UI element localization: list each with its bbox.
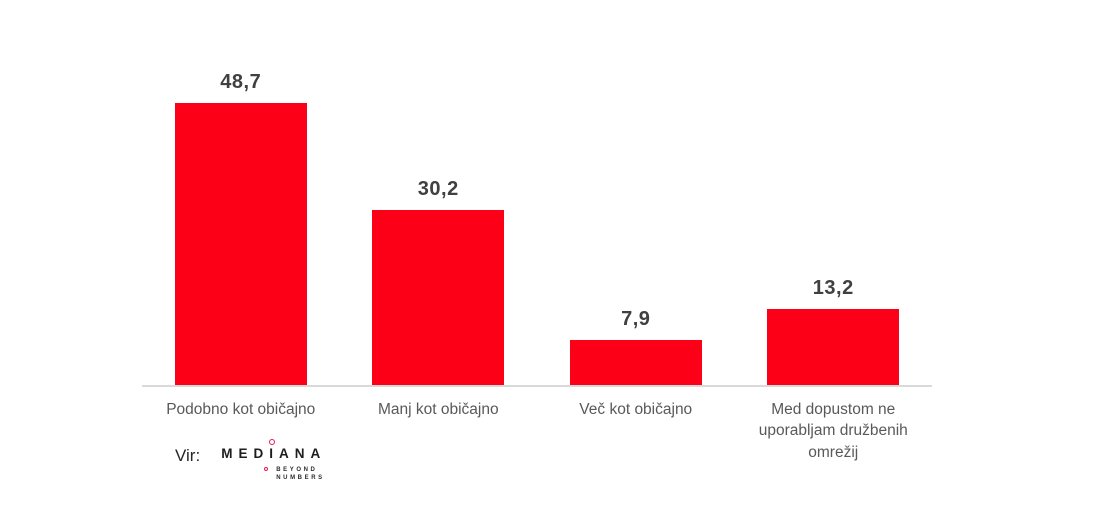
tagline-line-1: BEYOND bbox=[276, 466, 318, 473]
bar-value-label: 30,2 bbox=[417, 178, 459, 201]
bar-1 bbox=[174, 102, 307, 386]
wordmark-letter-i: I bbox=[269, 439, 275, 461]
wordmark-letter: N bbox=[294, 446, 305, 461]
wordmark-letter: E bbox=[238, 446, 248, 461]
wordmark-letter: D bbox=[253, 446, 264, 461]
logo-dot-icon bbox=[264, 466, 269, 471]
category-label: Manj kot običajno bbox=[377, 401, 499, 418]
bar-slot-1: 48,7 bbox=[142, 71, 340, 386]
category-label-cell: Med dopustom ne uporabljam družbenih omr… bbox=[735, 399, 933, 463]
category-label-cell: Več kot običajno bbox=[537, 399, 735, 463]
wordmark-letter: A bbox=[310, 446, 321, 461]
source-prefix-label: Vir: bbox=[175, 446, 201, 465]
x-axis-line bbox=[142, 385, 932, 387]
bar-4 bbox=[767, 309, 900, 386]
tagline-line-2: NUMBERS bbox=[276, 475, 325, 482]
bar-slot-4: 13,2 bbox=[735, 95, 933, 386]
mediana-tagline: BEYOND NUMBERS bbox=[264, 466, 326, 483]
category-label-cell: Podobno kot običajno bbox=[142, 399, 340, 463]
category-label: Med dopustom ne uporabljam družbenih omr… bbox=[758, 401, 908, 461]
bar-slot-2: 30,2 bbox=[340, 95, 538, 386]
category-label: Več kot običajno bbox=[579, 401, 693, 418]
wordmark-letter: A bbox=[278, 446, 289, 461]
category-label-cell: Manj kot običajno bbox=[340, 399, 538, 463]
category-label: Podobno kot običajno bbox=[166, 401, 316, 418]
bar-2 bbox=[372, 210, 505, 386]
bar-value-label: 48,7 bbox=[220, 70, 262, 93]
category-labels-row: Podobno kot običajno Manj kot običajno Več… bbox=[142, 399, 932, 463]
bar-slot-3: 7,9 bbox=[537, 95, 735, 386]
wordmark-letter: M bbox=[221, 446, 233, 461]
bar-value-label: 7,9 bbox=[621, 308, 651, 331]
bar-chart-plot: 48,7 30,2 7,9 13,2 bbox=[142, 71, 933, 386]
bar-3 bbox=[569, 340, 702, 386]
bar-value-label: 13,2 bbox=[812, 277, 854, 300]
mediana-tagline-text: BEYOND NUMBERS bbox=[276, 466, 325, 483]
